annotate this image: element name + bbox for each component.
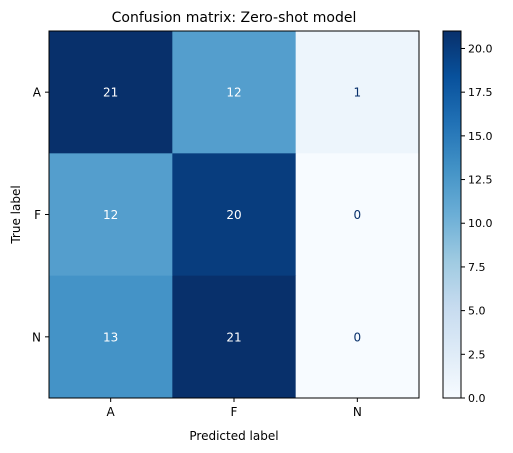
y-tick-label: N: [32, 330, 41, 344]
cell-value-label: 20: [226, 208, 241, 222]
heatmap-cell: [295, 275, 420, 399]
colorbar-tick-label: 10.0: [468, 217, 493, 230]
colorbar-tick-label: 2.5: [468, 348, 486, 361]
colorbar-tick-label: 15.0: [468, 130, 493, 143]
colorbar-tick-label: 7.5: [468, 261, 486, 274]
heatmap-cell: [49, 153, 173, 277]
heatmap-cell: [172, 153, 297, 277]
cell-value-label: 1: [354, 86, 362, 100]
colorbar-tick-label: 12.5: [468, 174, 493, 187]
y-tick-label: A: [33, 86, 42, 100]
colorbar-ticks: 0.0 2.5 5.0 7.5 10.0 12.5 15.0 17.5 20.0: [461, 42, 493, 405]
heatmap-cell: [295, 153, 420, 277]
heatmap-cell: [172, 275, 297, 399]
heatmap-cell: [172, 31, 297, 154]
cell-value-label: 21: [103, 86, 118, 100]
x-axis-label: Predicted label: [189, 429, 278, 443]
colorbar-tick-label: 5.0: [468, 305, 486, 318]
cell-value-label: 0: [354, 208, 362, 222]
colorbar-tick-label: 17.5: [468, 86, 493, 99]
heatmap-cell: [49, 31, 173, 154]
cell-value-label: 12: [226, 86, 241, 100]
y-axis-ticks: A F N: [32, 86, 49, 344]
cell-value-label: 12: [103, 208, 118, 222]
colorbar: [442, 30, 462, 399]
cell-value-label: 0: [354, 330, 362, 344]
x-tick-label: A: [107, 405, 116, 419]
cell-value-label: 21: [226, 330, 241, 344]
colorbar-tick-label: 0.0: [468, 392, 486, 405]
heatmap-cell: [49, 275, 173, 399]
x-tick-label: F: [231, 405, 238, 419]
heatmap-cell: [295, 31, 420, 154]
y-tick-label: F: [34, 208, 41, 222]
y-axis-label: True label: [9, 185, 23, 244]
chart-title: Confusion matrix: Zero-shot model: [112, 10, 357, 26]
heatmap-cells: 21 12 1 12 20 0 13 21 0: [49, 31, 420, 399]
x-tick-label: N: [353, 405, 362, 419]
cell-value-label: 13: [103, 330, 118, 344]
colorbar-tick-label: 20.0: [468, 42, 493, 55]
